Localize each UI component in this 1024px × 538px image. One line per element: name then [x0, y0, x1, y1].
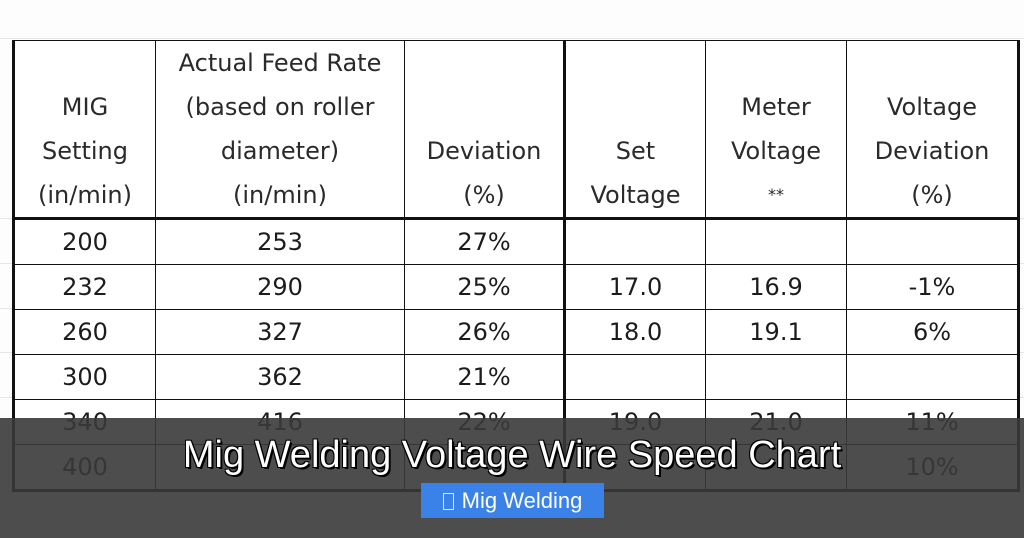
cell-deviation: 26% [404, 309, 565, 355]
cell-meter-voltage [705, 354, 847, 400]
page-title: Mig Welding Voltage Wire Speed Chart [182, 434, 842, 476]
cell-set-voltage: 18.0 [563, 309, 706, 355]
table-row: 232 290 25% 17.0 16.9 -1% [12, 264, 1020, 310]
table-row: 260 327 26% 18.0 19.1 6% [12, 309, 1020, 355]
header-row: MIG Setting (in/min) Actual Feed Rate (b… [12, 40, 1020, 220]
cell-voltage-deviation: 6% [846, 309, 1020, 355]
cell-meter-voltage: 19.1 [705, 309, 847, 355]
cell-feed-rate: 290 [155, 264, 405, 310]
cell-feed-rate: 327 [155, 309, 405, 355]
header-meter-voltage: Meter Voltage ** [705, 40, 847, 220]
cell-deviation: 25% [404, 264, 565, 310]
cell-mig-setting: 232 [12, 264, 156, 310]
category-badge-label: Mig Welding [461, 488, 583, 513]
table-row: 300 362 21% [12, 354, 1020, 400]
header-set-voltage: Set Voltage [563, 40, 706, 220]
cell-mig-setting: 200 [12, 218, 156, 265]
cell-deviation: 21% [404, 354, 565, 400]
header-voltage-deviation: Voltage Deviation (%) [846, 40, 1020, 220]
header-actual-feed-rate: Actual Feed Rate (based on roller diamet… [155, 40, 405, 220]
cell-set-voltage [563, 354, 706, 400]
cell-set-voltage: 17.0 [563, 264, 706, 310]
cell-voltage-deviation: -1% [846, 264, 1020, 310]
cell-feed-rate: 362 [155, 354, 405, 400]
cell-feed-rate: 253 [155, 218, 405, 265]
header-mig-setting: MIG Setting (in/min) [12, 40, 156, 220]
cell-mig-setting: 260 [12, 309, 156, 355]
category-badge[interactable]: Mig Welding [421, 483, 604, 518]
cell-set-voltage [563, 218, 706, 265]
table-row: 200 253 27% [12, 218, 1020, 265]
cell-meter-voltage: 16.9 [705, 264, 847, 310]
cell-voltage-deviation [846, 218, 1020, 265]
header-deviation: Deviation (%) [404, 40, 565, 220]
cell-meter-voltage [705, 218, 847, 265]
cell-mig-setting: 300 [12, 354, 156, 400]
cell-deviation: 27% [404, 218, 565, 265]
cell-voltage-deviation [846, 354, 1020, 400]
caption-overlay [0, 418, 1024, 538]
folder-icon [442, 493, 454, 510]
gridline [0, 38, 1024, 39]
